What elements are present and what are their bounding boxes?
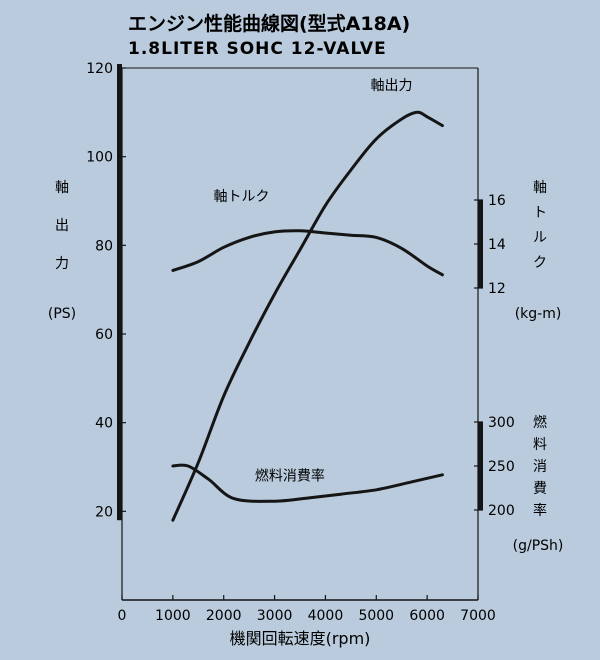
power-tick-label: 40 [95,416,113,432]
x-tick-label: 3000 [257,608,293,624]
torque-tick-label: 12 [488,281,506,297]
fuel-axis-label-char: 率 [533,502,547,519]
power-axis-label-char: 力 [55,256,69,272]
power-tick-label: 100 [86,150,113,166]
fuel-axis-label-char: 消 [533,459,547,475]
fuel-axis-unit: (g/PSh) [513,538,564,554]
x-tick-label: 5000 [358,608,394,624]
power-axis-label-char: 出 [55,218,69,234]
torque-tick-label: 16 [488,193,506,209]
power-series-label: 軸出力 [371,78,413,94]
x-tick-label: 0 [118,608,127,624]
power-axis-unit: (PS) [48,306,76,322]
fuel-tick-label: 300 [488,415,515,431]
power-axis-label-char: 軸 [55,180,69,196]
torque-axis-label-char: ク [533,255,547,271]
x-axis-label: 機関回転速度(rpm) [230,629,371,648]
chart-subtitle: 1.8LITER SOHC 12-VALVE [128,39,387,59]
x-tick-label: 1000 [155,608,191,624]
torque-axis-label-char: ル [533,230,547,246]
x-tick-label: 4000 [308,608,344,624]
x-tick-label: 2000 [206,608,242,624]
fuel-tick-label: 250 [488,459,515,475]
torque-tick-label: 14 [488,237,506,253]
fuel-series-label: 燃料消費率 [255,467,325,484]
fuel-tick-label: 200 [488,503,515,519]
fuel-axis-label-char: 燃 [533,414,547,431]
torque-series-label: 軸トルク [214,189,270,205]
torque-axis-label-char: ト [533,205,547,221]
fuel-consumption-curve [171,463,444,503]
fuel-axis-label-char: 料 [533,437,547,453]
torque-axis-label-char: 軸 [533,180,547,196]
x-tick-label: 6000 [409,608,445,624]
power-tick-label: 120 [86,61,113,77]
chart-title: エンジン性能曲線図(型式A18A) [128,12,410,35]
fuel-axis-label-char: 費 [533,481,547,497]
power-scale-bar [117,64,122,521]
power-curve [171,110,444,522]
power-tick-label: 80 [95,238,113,254]
torque-curve [171,229,444,277]
x-tick-label: 7000 [460,608,496,624]
torque-axis-unit: (kg-m) [515,306,562,322]
power-tick-label: 20 [95,504,113,520]
power-tick-label: 60 [95,327,113,343]
chart-marks: 0 1000 2000 3000 4000 5000 6000 7000 20 40 60 80 100… [55,61,547,624]
